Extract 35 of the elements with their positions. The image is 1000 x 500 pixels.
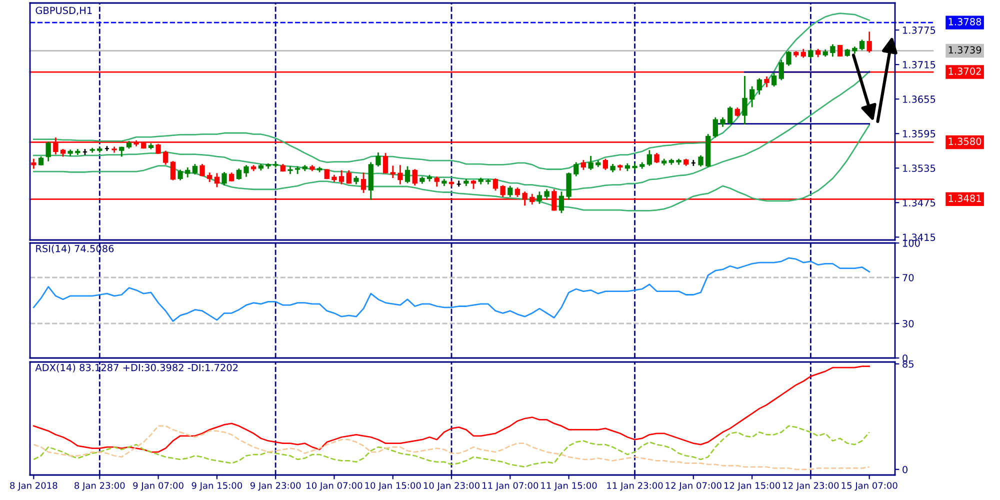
x-tick-label: 11 Jan 07:00 [482,482,538,491]
y-tick-label: 30 [902,320,914,328]
y-tick-label: 1.3535 [903,164,936,172]
x-tick-label: 9 Jan 15:00 [192,482,242,491]
x-tick-label: 11 Jan 23:00 [607,482,663,491]
x-tick-label: 15 Jan 07:00 [842,482,898,491]
y-tick-label: 70 [902,274,914,282]
y-tick-label: 0 [902,354,908,362]
y-tick-label: 1.3655 [903,96,936,103]
x-tick-label: 8 Jan 23:00 [74,482,125,491]
y-tick-label: 1.3715 [903,61,936,68]
y-tick-label: 1.3415 [903,234,936,241]
x-tick-label: 11 Jan 15:00 [541,482,597,491]
y-tick-label: 85 [902,360,914,368]
ref-line-label: 1.3481 [948,194,981,202]
x-tick-label: 8 Jan 2018 [10,482,58,491]
chart-title: RSI(14) 74.5086 [36,244,114,254]
x-tick-label: 9 Jan 07:00 [133,482,184,491]
x-tick-label: 12 Jan 23:00 [783,482,839,491]
y-tick-label: 1.3775 [903,26,936,34]
x-tick-label: 12 Jan 07:00 [666,482,722,491]
x-tick-label: 9 Jan 23:00 [250,482,301,491]
ref-line-label: 1.3580 [948,138,982,146]
y-tick-label: 0 [902,466,908,474]
x-tick-label: 10 Jan 15:00 [365,482,421,491]
y-tick-label: 1.3595 [903,130,936,138]
x-tick-label: 12 Jan 15:00 [724,482,780,491]
ref-line-label: 1.3702 [948,67,981,75]
chart-title: ADX(14) 83.1287 +DI:30.3982 -DI:1.7202 [35,364,238,372]
x-tick-label: 10 Jan 07:00 [306,482,362,491]
ref-line-label: 1.3739 [948,46,982,54]
x-tick-label: 10 Jan 23:00 [424,482,480,491]
y-tick-label: 100 [903,239,920,247]
ref-line-label: 1.3788 [948,18,982,26]
chart-title: GBPUSD,H1 [36,6,92,16]
